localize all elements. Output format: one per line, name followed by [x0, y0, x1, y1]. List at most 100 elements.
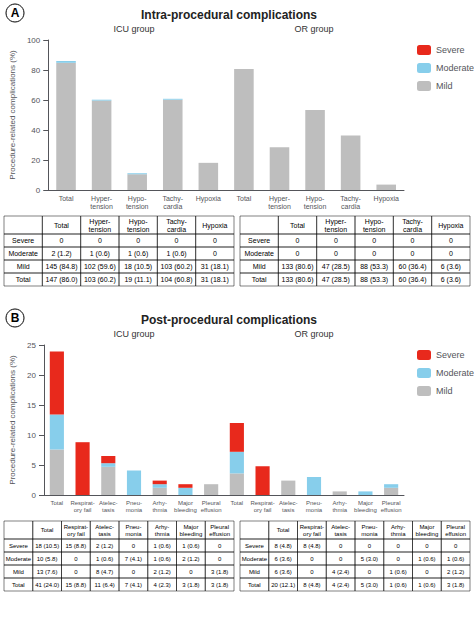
svg-text:tension: tension — [127, 226, 150, 233]
svg-text:1 (0.6): 1 (0.6) — [90, 250, 110, 258]
svg-text:0: 0 — [136, 237, 140, 244]
svg-text:2 (1.2): 2 (1.2) — [153, 569, 170, 575]
svg-text:Total: Total — [237, 195, 252, 202]
svg-text:cardia: cardia — [167, 226, 186, 233]
svg-text:Total: Total — [41, 527, 54, 533]
svg-text:1 (0.6): 1 (0.6) — [389, 582, 406, 588]
svg-text:tasis: tasis — [334, 531, 346, 537]
svg-text:0: 0 — [454, 543, 458, 549]
svg-text:3 (1.8): 3 (1.8) — [211, 569, 228, 575]
svg-text:6 (3.6): 6 (3.6) — [274, 556, 291, 562]
svg-text:80: 80 — [31, 66, 40, 75]
svg-text:bleeding: bleeding — [180, 531, 203, 537]
svg-text:bleeding: bleeding — [416, 531, 439, 537]
svg-text:Respirat-: Respirat- — [250, 500, 274, 506]
svg-text:Pleural: Pleural — [202, 500, 221, 506]
svg-text:102 (59.6): 102 (59.6) — [84, 263, 116, 271]
svg-text:Moderate: Moderate — [8, 250, 38, 257]
svg-text:0: 0 — [372, 250, 376, 257]
svg-text:effusion: effusion — [381, 507, 402, 513]
svg-text:0: 0 — [296, 237, 300, 244]
svg-text:15 (8.8): 15 (8.8) — [66, 582, 87, 588]
svg-text:0: 0 — [213, 237, 217, 244]
svg-text:103 (60.2): 103 (60.2) — [161, 263, 193, 271]
svg-text:6 (3.6): 6 (3.6) — [441, 276, 461, 284]
svg-text:Hypo-: Hypo- — [306, 195, 325, 203]
svg-text:5: 5 — [32, 461, 37, 470]
svg-text:60 (36.4): 60 (36.4) — [398, 276, 426, 284]
svg-text:5 (3.0): 5 (3.0) — [361, 582, 378, 588]
svg-text:2 (1.2): 2 (1.2) — [447, 569, 464, 575]
svg-text:OR group: OR group — [294, 24, 333, 34]
svg-text:0: 0 — [132, 569, 136, 575]
svg-text:0: 0 — [411, 237, 415, 244]
svg-text:0: 0 — [334, 250, 338, 257]
svg-text:6 (3.6): 6 (3.6) — [274, 569, 291, 575]
svg-text:0: 0 — [189, 569, 193, 575]
svg-text:0: 0 — [425, 569, 429, 575]
svg-text:Major: Major — [358, 500, 373, 506]
svg-text:Total: Total — [290, 222, 305, 229]
svg-text:0: 0 — [334, 237, 338, 244]
svg-text:1 (0.6): 1 (0.6) — [96, 556, 113, 562]
svg-text:4 (2.4): 4 (2.4) — [332, 569, 349, 575]
svg-text:Moderate: Moderate — [436, 63, 474, 73]
svg-text:19 (11.1): 19 (11.1) — [124, 276, 152, 284]
svg-text:0: 0 — [396, 543, 400, 549]
svg-text:8 (4.7): 8 (4.7) — [96, 569, 113, 575]
svg-text:Tachy-: Tachy- — [402, 218, 423, 226]
svg-text:tasis: tasis — [282, 507, 294, 513]
svg-text:Respirat-: Respirat- — [300, 524, 324, 530]
svg-text:8 (4.8): 8 (4.8) — [274, 543, 291, 549]
svg-text:6 (3.6): 6 (3.6) — [441, 263, 461, 271]
svg-text:thmia: thmia — [332, 507, 347, 513]
svg-text:Tachy-: Tachy- — [166, 218, 187, 226]
svg-text:0: 0 — [368, 543, 372, 549]
svg-text:effusion: effusion — [209, 531, 230, 537]
svg-text:Arhy-: Arhy- — [155, 524, 169, 530]
svg-text:Total: Total — [51, 500, 64, 506]
svg-text:0: 0 — [60, 237, 64, 244]
svg-text:20: 20 — [27, 371, 36, 380]
svg-text:47 (28.5): 47 (28.5) — [322, 276, 350, 284]
svg-text:Atelec-: Atelec- — [95, 524, 114, 530]
svg-text:Hyper-: Hyper- — [325, 218, 347, 226]
svg-text:ICU group: ICU group — [113, 24, 154, 34]
svg-text:60: 60 — [31, 96, 40, 105]
svg-text:41 (24.0): 41 (24.0) — [35, 582, 59, 588]
svg-text:thmia: thmia — [391, 531, 406, 537]
svg-text:bleeding: bleeding — [174, 507, 197, 513]
svg-text:Total: Total — [12, 582, 25, 588]
svg-text:1 (0.6): 1 (0.6) — [128, 250, 148, 258]
svg-text:effusion: effusion — [201, 507, 222, 513]
svg-text:Procedure-related complication: Procedure-related complications (%) — [8, 355, 17, 485]
svg-text:Intra-procedural complications: Intra-procedural complications — [141, 8, 317, 22]
svg-text:15 (8.8): 15 (8.8) — [66, 543, 87, 549]
svg-text:effusion: effusion — [445, 531, 466, 537]
svg-text:Tachy-: Tachy- — [340, 195, 361, 203]
svg-text:Mild: Mild — [13, 569, 24, 575]
svg-text:ory fail: ory fail — [303, 531, 321, 537]
svg-text:0: 0 — [396, 556, 400, 562]
svg-text:0: 0 — [132, 543, 136, 549]
svg-text:133 (80.6): 133 (80.6) — [282, 263, 314, 271]
svg-text:Procedure-related complication: Procedure-related complications (%) — [8, 50, 17, 180]
svg-text:Moderate: Moderate — [242, 556, 268, 562]
svg-text:0: 0 — [296, 250, 300, 257]
svg-text:Moderate: Moderate — [6, 556, 32, 562]
svg-text:Post-procedural complications: Post-procedural complications — [141, 313, 317, 327]
svg-text:Major: Major — [419, 524, 434, 530]
svg-text:0: 0 — [339, 543, 343, 549]
svg-text:7 (4.1): 7 (4.1) — [125, 582, 142, 588]
svg-text:133 (80.6): 133 (80.6) — [282, 276, 314, 284]
svg-text:Hyper-: Hyper- — [269, 195, 291, 203]
svg-text:47 (28.5): 47 (28.5) — [322, 263, 350, 271]
svg-text:Arhy-: Arhy- — [391, 524, 405, 530]
svg-text:11 (6.4): 11 (6.4) — [95, 582, 115, 588]
svg-text:40: 40 — [31, 126, 40, 135]
svg-text:0: 0 — [339, 556, 343, 562]
svg-text:Pneu-: Pneu- — [125, 524, 141, 530]
svg-text:Pleural: Pleural — [210, 524, 229, 530]
svg-text:Total: Total — [248, 582, 261, 588]
svg-text:0: 0 — [98, 237, 102, 244]
